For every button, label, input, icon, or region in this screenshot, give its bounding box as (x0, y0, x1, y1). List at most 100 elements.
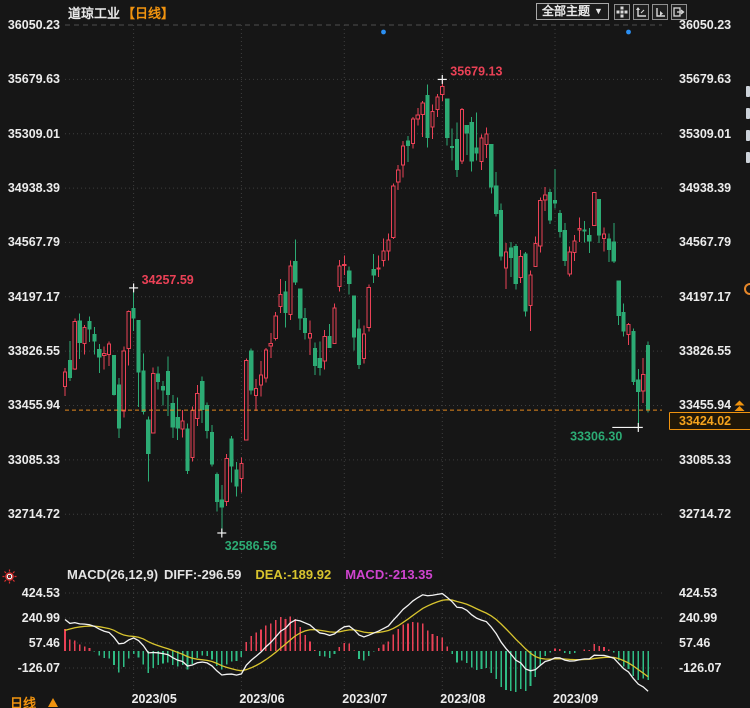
candle (611, 241, 616, 262)
candle (195, 393, 200, 420)
period-toggle[interactable]: 日线 (10, 693, 59, 708)
candle (459, 109, 464, 162)
candle (347, 270, 352, 284)
candle (239, 462, 244, 479)
candle (244, 359, 249, 441)
candle (567, 251, 572, 275)
candle (87, 321, 92, 330)
macd-axis-label: 240.99 (679, 611, 718, 625)
candle (307, 332, 313, 339)
live-marker-icon (2, 569, 17, 589)
candle (322, 335, 327, 362)
candle (234, 469, 239, 487)
candle (361, 333, 366, 360)
candle (283, 291, 288, 313)
candle (464, 124, 469, 134)
axis-zoom-vertical-icon[interactable] (633, 4, 649, 20)
candle (224, 458, 229, 503)
x-axis-month-label: 2023/08 (440, 692, 485, 706)
candle (209, 432, 215, 465)
candle (180, 420, 185, 430)
event-dot (381, 29, 386, 35)
candle (582, 229, 587, 232)
macd-axis-label: 424.53 (21, 586, 60, 600)
candle (631, 330, 636, 383)
candle (278, 294, 283, 308)
price-axis-label: 34567.79 (679, 235, 732, 250)
macd-axis-label: -126.07 (17, 660, 60, 675)
price-axis-label: 35679.63 (679, 72, 732, 87)
candle (111, 354, 117, 395)
candle (381, 250, 386, 261)
candle (552, 199, 558, 204)
candle (126, 310, 131, 350)
price-axis-label: 34938.39 (7, 181, 60, 196)
price-axis-label: 36050.23 (679, 18, 732, 32)
candle (548, 191, 553, 221)
price-axis-label: 34197.17 (7, 289, 60, 304)
candle (165, 371, 171, 395)
candle (538, 200, 543, 247)
candle (420, 102, 425, 116)
candle (298, 288, 303, 319)
candle (489, 144, 494, 188)
macd-axis-label: 57.46 (28, 635, 60, 650)
candle (342, 263, 347, 266)
candle (597, 199, 602, 236)
candle (606, 238, 611, 251)
candle (97, 349, 102, 358)
candle (391, 185, 396, 239)
axis-zoom-horizontal-icon[interactable] (652, 4, 668, 20)
candle (141, 370, 146, 413)
price-axis-label: 33455.94 (7, 398, 60, 413)
clipped-sidebar-glyph (746, 86, 750, 97)
candle (592, 192, 597, 227)
candle (288, 265, 293, 315)
candle (577, 227, 582, 231)
candle (543, 194, 548, 201)
candle (268, 343, 273, 347)
price-axis-label: 34567.79 (7, 235, 60, 250)
candle (474, 147, 479, 154)
chevron-down-icon: ▼ (594, 6, 603, 16)
candle (626, 324, 631, 335)
pan-exit-icon[interactable] (671, 4, 687, 20)
candle (229, 438, 234, 467)
candle (484, 133, 489, 145)
price-alert-arrows-icon (733, 399, 746, 417)
candle (415, 114, 420, 120)
candle (175, 417, 180, 429)
candle (67, 359, 73, 379)
price-axis-label: 33826.55 (679, 344, 732, 359)
candle (146, 419, 151, 455)
candle (92, 333, 97, 342)
candle (430, 111, 435, 128)
price-axis-label: 35309.01 (7, 126, 60, 141)
candle (352, 295, 357, 338)
candle (396, 169, 401, 183)
candle (494, 185, 499, 214)
candle (77, 320, 82, 343)
candle (205, 404, 210, 431)
candle (503, 251, 509, 269)
crosshair-move-icon[interactable] (614, 4, 630, 20)
candle (562, 230, 567, 262)
candle (102, 353, 107, 357)
candle (557, 212, 562, 233)
theme-dropdown[interactable]: 全部主题 ▼ (536, 3, 609, 20)
clipped-sidebar-glyph (746, 152, 750, 163)
candle (273, 315, 278, 340)
candle (303, 318, 308, 334)
candle (601, 233, 607, 239)
price-axis-label: 33085.33 (7, 452, 60, 467)
price-annotation: 35679.13 (450, 64, 502, 78)
candle (82, 327, 87, 345)
candle (587, 234, 592, 242)
macd-macd-value: MACD:-213.35 (345, 567, 433, 582)
macd-layer (64, 592, 649, 692)
candle (170, 402, 175, 428)
candle (376, 267, 381, 270)
instrument-title: 道琼工业 (68, 6, 121, 21)
